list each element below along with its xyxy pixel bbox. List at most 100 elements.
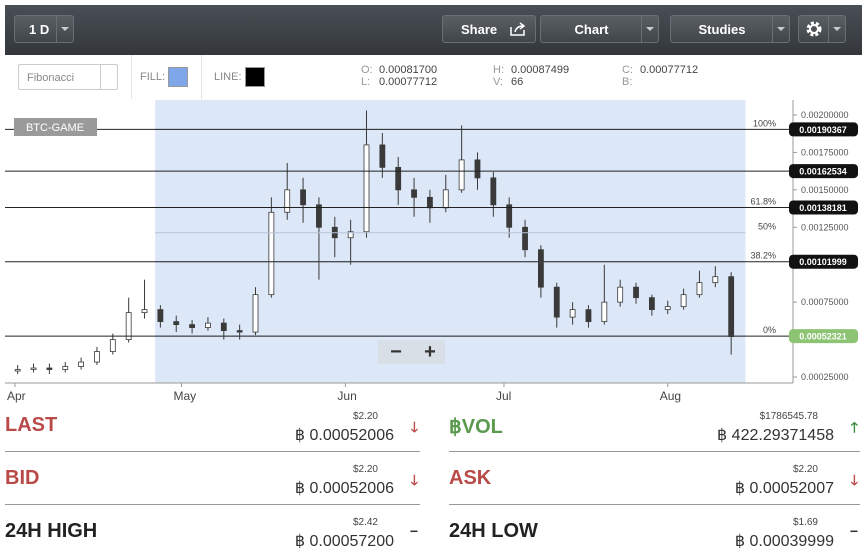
ohlc-h: H: 0.00087499: [493, 64, 569, 76]
ohlc-l: L: 0.00077712: [361, 76, 437, 88]
label: B:: [622, 76, 633, 88]
stat-usd: $2.20: [792, 464, 818, 475]
candle-body: [62, 366, 69, 370]
candle-body: [664, 306, 671, 311]
candle-body: [78, 361, 85, 367]
candle-body: [141, 309, 148, 314]
studies-button[interactable]: Studies: [670, 15, 790, 43]
fib-label: 38.2%: [750, 251, 776, 261]
fib-label: 100%: [753, 118, 776, 128]
separator: [449, 504, 860, 505]
interval-button[interactable]: 1 D: [14, 15, 74, 43]
price-tag-label: 0.00052321: [799, 332, 847, 342]
candle-body: [30, 367, 37, 370]
stat-usd: $2.20: [352, 411, 378, 422]
market-label: BTC-GAME: [26, 122, 84, 134]
price-tag: [789, 164, 858, 179]
stat-value: ฿ 0.00057200: [294, 533, 394, 550]
price-tag-label: 0.00162534: [799, 167, 847, 177]
stat-label: BID: [5, 467, 40, 489]
stat-label: ฿VOL: [449, 416, 503, 438]
candle-body: [601, 301, 608, 323]
caret[interactable]: [772, 16, 789, 42]
candle-body: [109, 339, 116, 352]
share-button[interactable]: Share: [442, 15, 536, 43]
label: O:: [361, 64, 373, 76]
caret[interactable]: [56, 16, 73, 42]
x-tick-label: May: [173, 389, 196, 403]
candle-body: [220, 322, 227, 331]
candle-body: [442, 189, 449, 209]
fib-zone: [155, 100, 746, 383]
y-tick-label: 0.00200000: [801, 110, 849, 120]
candle-body: [633, 286, 639, 299]
drawing-bar: Fibonacci FILL: LINE: O: 0.00081700 L: 0.0…: [5, 55, 862, 99]
fib-label: 50%: [758, 222, 776, 232]
candle-body: [347, 231, 354, 239]
candle-body: [94, 351, 100, 363]
stat-arrow: 🡓: [410, 472, 418, 488]
caret[interactable]: [828, 16, 845, 42]
chart-text: Chart: [574, 22, 609, 37]
price-tag: [789, 200, 858, 215]
candle-body: [236, 330, 243, 333]
zoom-in[interactable]: +: [424, 341, 436, 363]
stat-label: LAST: [5, 414, 58, 436]
caret[interactable]: [100, 65, 117, 89]
tool-text: Fibonacci: [27, 72, 75, 84]
market-label-box: [14, 118, 97, 136]
stat-value: ฿ 0.00052007: [734, 480, 834, 497]
toolbar: 1 D Share Chart Studies: [5, 5, 862, 55]
candle-body: [474, 159, 481, 179]
stat-label: 24H HIGH: [5, 520, 98, 542]
ohlc-v: V: 66: [493, 76, 523, 88]
candle-body: [284, 189, 291, 213]
x-tick-label: Apr: [7, 389, 26, 403]
value: 0.00077712: [379, 76, 438, 88]
zoom-out[interactable]: −: [390, 341, 402, 363]
stat-usd: $2.42: [352, 517, 378, 528]
candle-body: [205, 322, 211, 328]
ohlc-o: O: 0.00081700: [361, 64, 437, 76]
fib-label: 0%: [763, 325, 776, 335]
separator: [5, 451, 420, 452]
studies-text: Studies: [698, 22, 746, 37]
stat-usd: $1786545.78: [759, 411, 818, 422]
zoom-controls[interactable]: − +: [378, 340, 445, 364]
x-tick-label: Jul: [496, 389, 511, 403]
value: 0.00087499: [511, 64, 570, 76]
candle-body: [252, 294, 259, 333]
candle-body: [268, 211, 275, 296]
settings-button[interactable]: [798, 15, 846, 43]
stat-arrow: −: [849, 523, 858, 539]
price-tag-label: 0.00190367: [799, 125, 847, 135]
stat-label: ASK: [449, 467, 492, 489]
separator: [449, 451, 860, 452]
candle-body: [427, 196, 433, 209]
candle-body: [46, 367, 53, 370]
share-text: Share: [461, 22, 498, 37]
line-swatch[interactable]: [245, 67, 265, 87]
candle-body: [648, 297, 655, 311]
caret[interactable]: [641, 16, 658, 42]
label: C:: [622, 64, 633, 76]
candle-body: [506, 204, 513, 228]
x-tick-label: Aug: [660, 389, 681, 403]
candle-body: [363, 144, 370, 233]
tool-select[interactable]: Fibonacci: [18, 64, 118, 90]
divider: [201, 55, 202, 99]
fill-swatch[interactable]: [168, 67, 188, 87]
candle-body: [696, 282, 703, 296]
label: V:: [493, 76, 503, 88]
candle-body: [14, 369, 21, 372]
ohlc-b: B:: [622, 76, 640, 88]
chart-button[interactable]: Chart: [540, 15, 659, 43]
interval-text: 1 D: [29, 22, 50, 37]
candle-body: [411, 189, 417, 198]
candle-body: [189, 324, 195, 328]
divider: [131, 55, 132, 99]
stat-usd: $1.69: [792, 517, 818, 528]
candle-body: [316, 204, 322, 228]
y-tick-label: 0.00125000: [801, 222, 849, 232]
